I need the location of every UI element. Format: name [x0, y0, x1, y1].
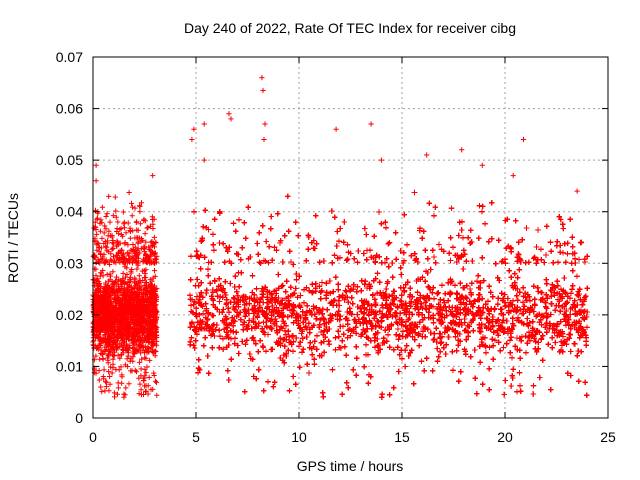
data-point [151, 372, 157, 379]
data-point [133, 219, 139, 225]
data-point [107, 373, 113, 380]
data-point [126, 381, 132, 387]
data-point [109, 246, 115, 252]
data-point [129, 213, 135, 219]
data-point [123, 385, 129, 391]
data-point [124, 356, 130, 362]
data-point [98, 384, 104, 390]
data-point [121, 391, 127, 397]
data-point [126, 189, 132, 196]
data-point [151, 370, 157, 376]
data-point [110, 254, 117, 260]
data-point [129, 368, 135, 374]
grid-layer [93, 57, 608, 418]
data-point [99, 204, 105, 210]
data-point [99, 235, 105, 241]
data-point [96, 368, 102, 374]
data-point [99, 389, 105, 395]
data-point [149, 214, 155, 220]
data-point [106, 228, 112, 234]
data-points-layer [90, 75, 590, 400]
data-point [96, 377, 102, 383]
data-point [112, 194, 118, 200]
data-point [106, 369, 112, 375]
data-point [146, 244, 152, 250]
data-point [93, 266, 99, 272]
data-point [142, 274, 148, 280]
data-point [152, 378, 159, 384]
data-point [125, 220, 131, 226]
data-point [127, 235, 133, 241]
data-point [104, 244, 110, 250]
data-point [111, 390, 117, 396]
data-point [137, 359, 143, 365]
data-point [103, 213, 109, 220]
data-point [129, 204, 135, 210]
data-point [128, 200, 135, 206]
data-point [127, 358, 133, 364]
data-point [120, 270, 126, 276]
data-point [132, 205, 138, 211]
data-point [101, 367, 107, 373]
data-point [118, 225, 124, 232]
data-point [142, 231, 148, 237]
chart-title: Day 240 of 2022, Rate Of TEC Index for r… [184, 20, 516, 36]
data-point [115, 239, 121, 245]
data-point [110, 245, 116, 252]
data-point [134, 266, 140, 272]
data-point [136, 273, 142, 279]
data-point [138, 387, 144, 393]
data-point [121, 225, 128, 231]
data-point [102, 223, 108, 229]
data-point [115, 385, 121, 391]
data-point [151, 234, 157, 240]
data-point [143, 370, 149, 376]
data-point [115, 219, 121, 225]
data-point [120, 209, 126, 215]
data-point [146, 374, 152, 381]
data-point [110, 213, 116, 219]
data-point [125, 282, 131, 288]
data-point [92, 219, 98, 225]
data-point [114, 391, 121, 397]
data-point [151, 268, 158, 274]
data-point [137, 381, 143, 387]
x-axis-label: GPS time / hours [297, 458, 404, 474]
data-point [110, 269, 116, 275]
data-point [153, 379, 160, 385]
data-point [142, 355, 148, 361]
data-point [142, 271, 148, 277]
data-point [154, 392, 160, 398]
y-axis-label: ROTI / TECUs [5, 193, 21, 283]
data-point [133, 369, 140, 375]
data-point [110, 356, 116, 362]
data-point [97, 356, 103, 362]
data-point [119, 380, 125, 386]
data-point [137, 209, 143, 215]
data-point [142, 282, 148, 288]
data-point [106, 388, 112, 394]
data-point [122, 392, 128, 398]
data-point [141, 377, 147, 384]
data-point [147, 357, 153, 363]
data-point [106, 193, 112, 199]
data-point [113, 208, 119, 214]
data-point [148, 253, 154, 259]
data-point [107, 219, 113, 225]
